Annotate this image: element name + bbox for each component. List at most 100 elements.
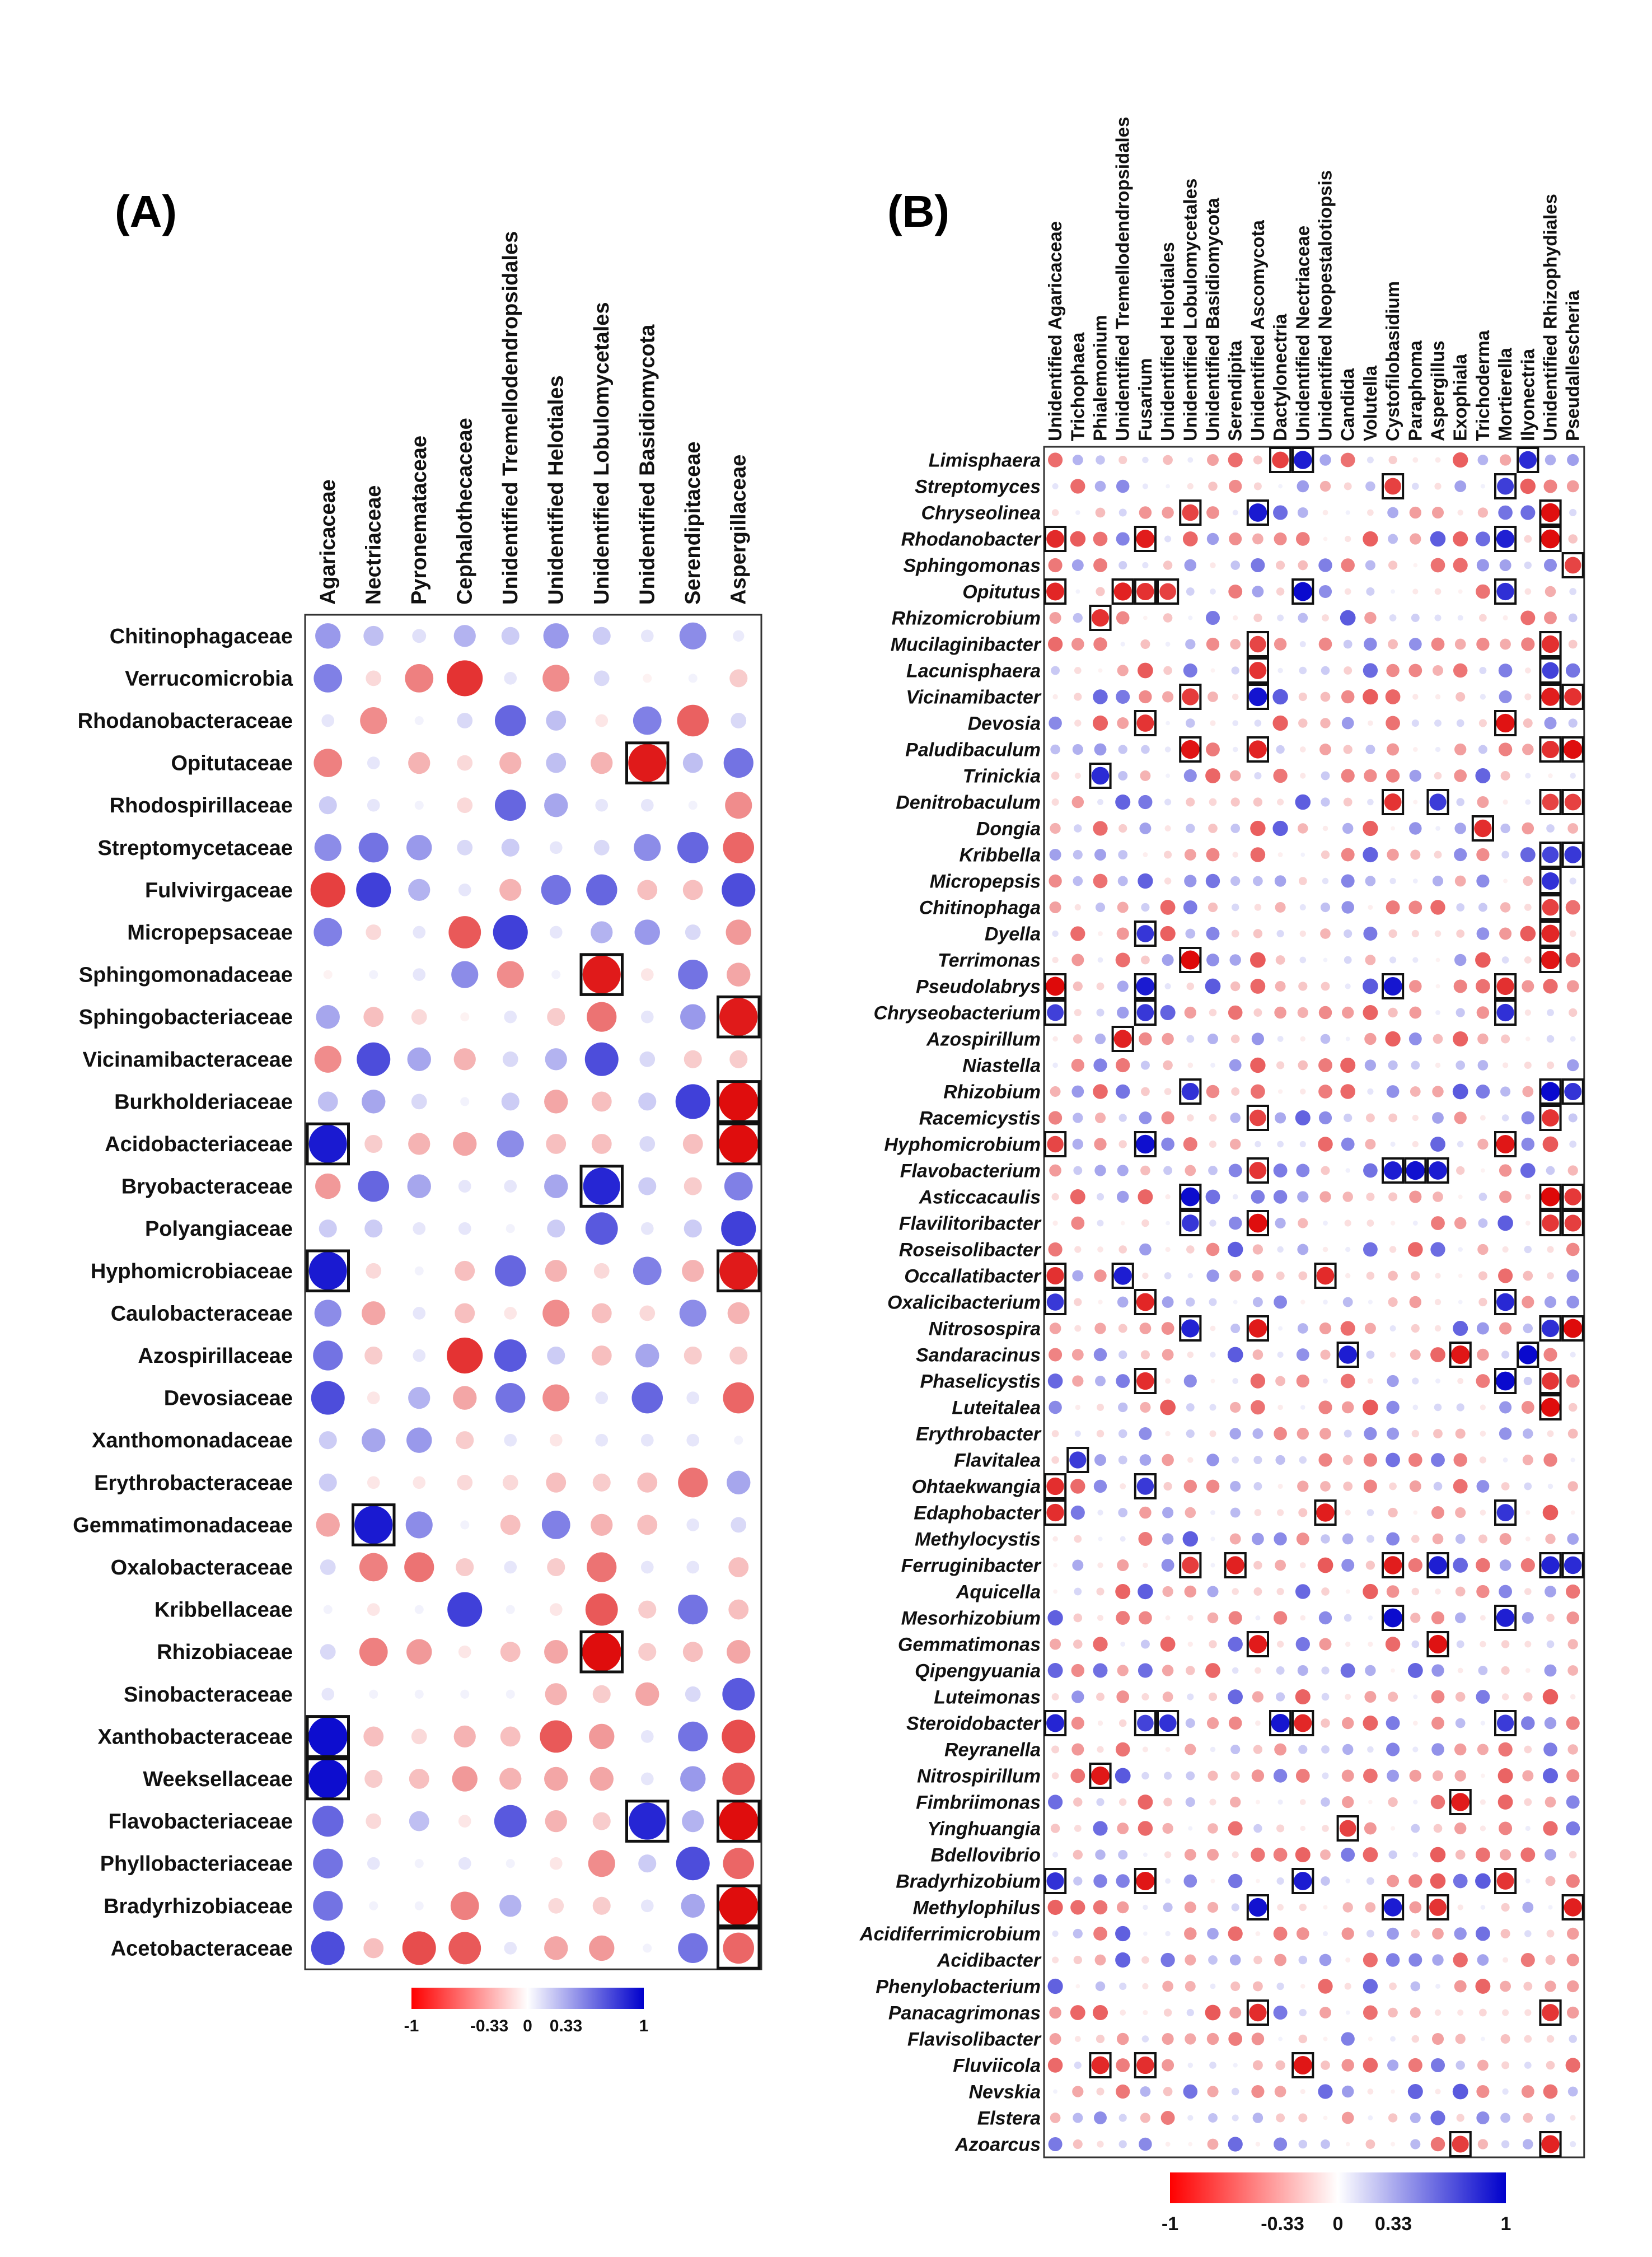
heatmap-b-cell (1431, 1453, 1445, 1467)
heatmap-b-cell (1210, 668, 1215, 673)
heatmap-b-cell (1230, 1323, 1241, 1334)
heatmap-b-row-label: Phaselicystis (920, 1371, 1041, 1392)
heatmap-b-cell (1274, 1954, 1287, 1966)
heatmap-b-cell (1384, 793, 1402, 811)
heatmap-b-cell (1364, 1059, 1377, 1071)
heatmap-b-cell (1501, 1903, 1510, 1912)
heatmap-b-row-label: Niastella (962, 1055, 1041, 1077)
heatmap-a-highlight (352, 1503, 396, 1546)
heatmap-b-col-label: Mortierella (1495, 347, 1515, 441)
heatmap-a-cell (317, 1091, 338, 1112)
heatmap-b-row-label: Dongia (976, 819, 1041, 840)
heatmap-b-cell (1366, 1509, 1374, 1516)
heatmap-b-cell (1297, 1007, 1308, 1018)
heatmap-a-cell (407, 1174, 431, 1198)
heatmap-b-cell (1185, 1797, 1195, 1807)
heatmap-a-cell (684, 1219, 702, 1238)
heatmap-b-cell (1431, 2032, 1444, 2045)
heatmap-b-cell (1566, 1269, 1579, 1282)
heatmap-b-cell (1228, 2137, 1243, 2152)
heatmap-b-cell (1477, 796, 1489, 808)
heatmap-b-cell (1386, 1953, 1400, 1967)
heatmap-b-cell (1543, 979, 1558, 994)
heatmap-b-cell (1070, 2005, 1085, 2020)
heatmap-b-cell (1500, 771, 1510, 781)
heatmap-b-cell (1363, 663, 1378, 678)
heatmap-b-cell (1117, 665, 1129, 676)
heatmap-a-cell (678, 1933, 708, 1963)
heatmap-b-cell (1569, 588, 1577, 595)
heatmap-b-cell (1345, 1694, 1351, 1700)
heatmap-b-cell (1321, 1876, 1330, 1886)
heatmap-b-cell (1117, 1559, 1129, 1572)
heatmap-b-cell (1188, 1826, 1193, 1831)
heatmap-b-cell (1248, 1319, 1267, 1338)
heatmap-b-row-label: Asticcacaulis (919, 1187, 1041, 1208)
heatmap-b-cell (1452, 2083, 1468, 2100)
heatmap-b-cell (1073, 1613, 1083, 1623)
heatmap-b-cell (1046, 1477, 1064, 1496)
heatmap-b-cell (1391, 1668, 1395, 1673)
heatmap-b-row-label: Flavilitoribacter (899, 1213, 1042, 1235)
heatmap-b-cell (1411, 1060, 1420, 1070)
heatmap-b-cell (1518, 1345, 1538, 1365)
heatmap-b-cell (1318, 1453, 1332, 1467)
heatmap-b-cell (1321, 2139, 1330, 2149)
heatmap-b-cell (1368, 1300, 1373, 1305)
heatmap-b-cell (1388, 2113, 1398, 2123)
heatmap-a-cell (506, 1605, 515, 1614)
heatmap-b-cell (1253, 1482, 1262, 1490)
heatmap-b-cell (1566, 1874, 1580, 1888)
heatmap-b-cell (1541, 740, 1560, 759)
heatmap-a-cell (363, 1007, 384, 1027)
heatmap-b-cell (1251, 2032, 1265, 2045)
heatmap-b-cell (1185, 1744, 1196, 1755)
heatmap-b-cell (1434, 719, 1442, 727)
heatmap-b-cell (1094, 1454, 1107, 1466)
heatmap-b-cell (1388, 1850, 1397, 1859)
heatmap-b-cell (1453, 1479, 1468, 1494)
heatmap-a-cell (728, 1557, 749, 1577)
heatmap-b-cell (1300, 2088, 1305, 2095)
heatmap-b-cell (1208, 482, 1218, 491)
heatmap-a-cell (677, 832, 709, 863)
heatmap-b-cell (1095, 1981, 1106, 1992)
heatmap-b-highlight (1291, 1710, 1314, 1736)
heatmap-b-cell (1391, 1826, 1396, 1831)
heatmap-b-highlight (1134, 1710, 1157, 1736)
heatmap-a-row-label: Hyphomicrobiaceae (91, 1260, 293, 1283)
heatmap-b-cell (1098, 1300, 1103, 1305)
heatmap-a-cell (319, 1473, 337, 1492)
heatmap-b-cell (1228, 1821, 1243, 1836)
heatmap-b-cell (1477, 1138, 1489, 1150)
heatmap-b-cell (1205, 610, 1220, 625)
heatmap-b-cell (1566, 1927, 1579, 1940)
heatmap-b-cell (1206, 506, 1219, 519)
heatmap-b-cell (1541, 529, 1560, 549)
heatmap-b-cell (1340, 610, 1356, 626)
heatmap-b-col-label: Fusarium (1135, 358, 1155, 441)
heatmap-b-highlight (1134, 526, 1157, 552)
heatmap-b-highlight (1291, 1868, 1314, 1894)
heatmap-b-cell (1363, 1005, 1378, 1020)
heatmap-b-cell (1323, 1905, 1328, 1910)
heatmap-b-cell (1047, 1373, 1063, 1389)
heatmap-b-cell (1411, 1271, 1420, 1281)
heatmap-b-highlight (1494, 578, 1517, 605)
heatmap-a-cell (413, 1307, 426, 1320)
heatmap-b-cell (1386, 716, 1400, 731)
heatmap-b-cell (1073, 1955, 1082, 1965)
heatmap-b-cell (1275, 1112, 1286, 1124)
heatmap-b-col-label: Trichophaea (1067, 332, 1088, 441)
heatmap-b-cell (1412, 1721, 1418, 1726)
heatmap-a-cell (724, 1172, 753, 1200)
heatmap-b-cell (1412, 1404, 1419, 1410)
heatmap-b-cell (1094, 848, 1107, 861)
heatmap-a-row-label: Oxalobacteraceae (111, 1556, 293, 1580)
heatmap-b-cell (1410, 1349, 1421, 1361)
heatmap-b-cell (1229, 2007, 1242, 2018)
heatmap-b-cell (1413, 1510, 1418, 1515)
heatmap-b-cell (1298, 692, 1307, 702)
heatmap-b-cell (1185, 639, 1196, 649)
heatmap-b-cell (1232, 2114, 1239, 2122)
